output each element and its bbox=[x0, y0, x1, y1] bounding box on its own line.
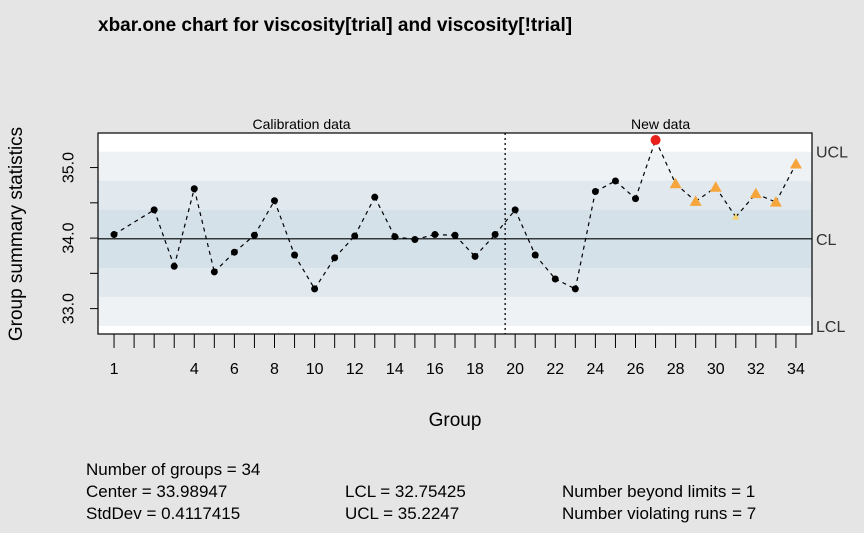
data-point bbox=[411, 235, 419, 243]
series-segment bbox=[775, 163, 797, 203]
series-segment bbox=[273, 200, 296, 256]
data-point bbox=[250, 231, 258, 239]
series-segment bbox=[173, 188, 195, 267]
data-point-violating bbox=[749, 187, 762, 199]
data-point bbox=[270, 197, 278, 205]
series-segment bbox=[655, 139, 677, 185]
stat-lcl: LCL = 32.75425 bbox=[345, 482, 466, 501]
data-point bbox=[371, 193, 379, 201]
x-tick-label: 26 bbox=[627, 361, 645, 378]
series-segment bbox=[474, 234, 496, 257]
x-tick-label: 22 bbox=[546, 361, 564, 378]
series-segment bbox=[494, 209, 516, 235]
stat-ucl: UCL = 35.2247 bbox=[345, 504, 460, 523]
x-tick-label: 1 bbox=[110, 361, 119, 378]
series-segment bbox=[534, 254, 556, 280]
data-point bbox=[170, 262, 178, 270]
stats-col-1: Number of groups = 34 Center = 33.98947 … bbox=[86, 459, 260, 525]
x-tick-label: 30 bbox=[707, 361, 725, 378]
calibration-label: Calibration data bbox=[253, 116, 351, 132]
y-tick-label: 33.0 bbox=[61, 293, 78, 324]
data-point-violating bbox=[689, 195, 702, 206]
stats-col-2: LCL = 32.75425 UCL = 35.2247 bbox=[345, 481, 466, 525]
data-point-violating bbox=[789, 158, 802, 169]
y-tick-label: 35.0 bbox=[61, 152, 78, 183]
data-point bbox=[471, 252, 479, 260]
series-segment bbox=[334, 235, 356, 259]
data-point bbox=[632, 195, 640, 203]
stat-n-groups: Number of groups = 34 bbox=[86, 460, 261, 479]
limit-label-lcl: LCL bbox=[816, 319, 845, 336]
data-point bbox=[511, 206, 519, 214]
x-tick-label: 4 bbox=[190, 361, 199, 378]
x-tick-label: 8 bbox=[270, 361, 279, 378]
data-point bbox=[551, 275, 559, 283]
series-segment bbox=[555, 278, 576, 290]
data-point bbox=[451, 231, 459, 239]
series-segment bbox=[574, 191, 596, 289]
x-tick-label: 32 bbox=[747, 361, 765, 378]
series-segment bbox=[294, 254, 316, 290]
stat-violating-runs: Number violating runs = 7 bbox=[562, 504, 757, 523]
data-point bbox=[491, 231, 499, 239]
x-tick-label: 28 bbox=[667, 361, 685, 378]
data-point-violating bbox=[732, 213, 740, 220]
series-segment bbox=[153, 209, 175, 267]
data-point bbox=[311, 285, 319, 293]
series-segment bbox=[454, 234, 476, 257]
x-tick-label: 16 bbox=[426, 361, 444, 378]
data-point bbox=[291, 251, 299, 259]
data-point-beyond bbox=[650, 135, 661, 146]
stat-stddev: StdDev = 0.4117415 bbox=[86, 504, 241, 523]
data-point bbox=[331, 254, 339, 262]
series-segment bbox=[595, 180, 616, 193]
series-segment bbox=[253, 200, 276, 236]
data-point bbox=[431, 231, 439, 239]
x-tick-label: 20 bbox=[506, 361, 524, 378]
data-point bbox=[591, 188, 599, 196]
stats-col-3: Number beyond limits = 1 Number violatin… bbox=[562, 481, 756, 525]
data-point-violating bbox=[769, 196, 782, 207]
data-point bbox=[571, 285, 579, 293]
x-tick-label: 14 bbox=[386, 361, 404, 378]
stat-beyond-limits: Number beyond limits = 1 bbox=[562, 482, 756, 501]
x-tick-label: 18 bbox=[466, 361, 484, 378]
chart-title: xbar.one chart for viscosity[trial] and … bbox=[98, 15, 572, 36]
y-tick-label: 34.0 bbox=[61, 222, 78, 253]
x-tick-label: 6 bbox=[230, 361, 239, 378]
y-axis-title: Group summary statistics bbox=[6, 127, 27, 341]
limit-label-cl: CL bbox=[816, 232, 837, 249]
series-segment bbox=[193, 188, 215, 273]
x-tick-label: 24 bbox=[586, 361, 604, 378]
stat-center: Center = 33.98947 bbox=[86, 482, 228, 501]
series-segment bbox=[634, 139, 657, 199]
data-point-violating bbox=[669, 177, 682, 189]
limit-label-ucl: UCL bbox=[816, 145, 848, 162]
series-segment bbox=[514, 209, 536, 256]
new-data-label: New data bbox=[631, 116, 690, 132]
x-tick-label: 34 bbox=[787, 361, 805, 378]
data-point-violating bbox=[709, 181, 722, 192]
series-segment bbox=[314, 257, 336, 290]
x-tick-label: 12 bbox=[346, 361, 364, 378]
data-point bbox=[391, 233, 399, 241]
data-point bbox=[110, 231, 118, 239]
data-point bbox=[531, 251, 539, 259]
data-point bbox=[611, 177, 619, 185]
x-tick-label: 10 bbox=[306, 361, 324, 378]
data-point bbox=[351, 232, 359, 240]
data-point bbox=[230, 248, 238, 256]
x-axis-title: Group bbox=[429, 410, 482, 431]
data-point bbox=[210, 268, 218, 276]
data-point bbox=[190, 185, 198, 193]
series-segment bbox=[715, 186, 737, 218]
data-point bbox=[150, 206, 158, 214]
